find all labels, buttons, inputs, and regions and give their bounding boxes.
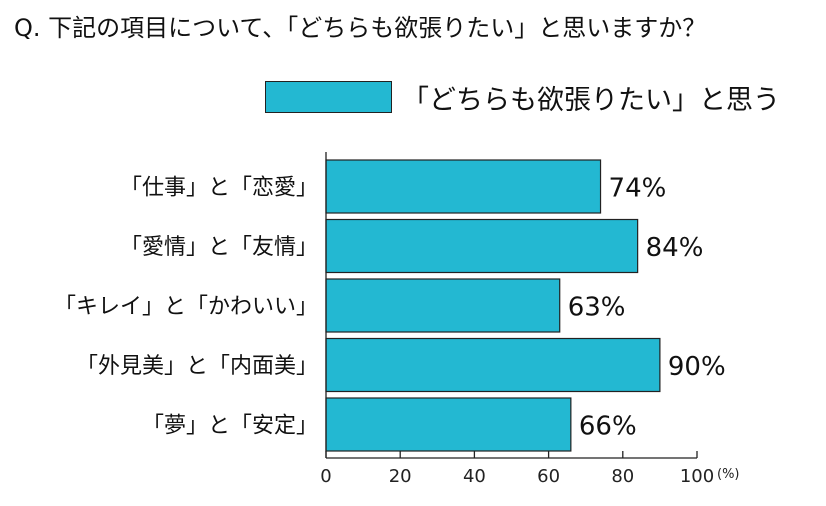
category-label: 「キレイ」と「かわいい」 [54,295,318,320]
category-label: 「愛情」と「友情」 [120,235,318,260]
value-label: 90% [668,352,726,382]
value-label: 74% [609,174,667,204]
value-label: 84% [646,233,704,263]
value-label: 63% [568,293,626,323]
bar [325,278,561,333]
bar [325,397,572,452]
x-tick-label: 80 [611,466,634,487]
category-label: 「仕事」と「恋愛」 [120,176,318,201]
bar [325,218,639,274]
bar [325,159,602,214]
x-tick-label: 100 [680,466,714,487]
category-label: 「外見美」と「内面美」 [76,354,318,379]
legend-label: 「どちらも欲張りたい」と思う [402,84,780,116]
x-tick-label: 40 [463,466,486,487]
x-tick-label: 0 [320,466,331,487]
category-label: 「夢」と「安定」 [142,414,318,439]
legend-swatch [265,81,392,113]
x-tick-label: 20 [389,466,412,487]
bar [325,337,661,393]
x-unit-label: (%) [717,467,740,482]
legend: 「どちらも欲張りたい」と思う [265,80,780,116]
value-label: 66% [579,412,637,442]
chart-title: Q. 下記の項目について、「どちらも欲張りたい」と思いますか？ [14,14,707,42]
x-tick-label: 60 [537,466,560,487]
